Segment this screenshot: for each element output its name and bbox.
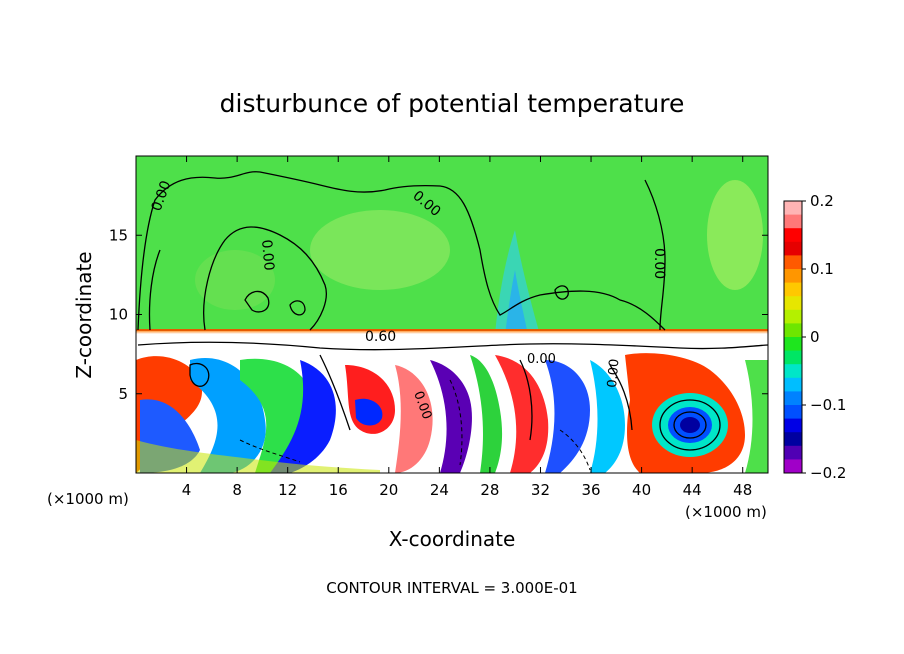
x-axis-label: X-coordinate	[389, 527, 516, 551]
x-unit-label-right: (×1000 m)	[685, 503, 767, 521]
contour-lines	[137, 171, 768, 451]
y-axis-ticks: 5 10 15	[109, 226, 768, 403]
y-tick-label: 5	[118, 385, 128, 403]
eddy	[395, 365, 433, 473]
colorbar-swatch	[784, 323, 802, 338]
colorbar-swatch	[784, 214, 802, 229]
field-patch	[495, 230, 540, 335]
field-patch	[310, 210, 450, 290]
x-tick-label: 12	[278, 481, 297, 499]
colorbar	[784, 201, 802, 474]
colorbar-swatch	[784, 309, 802, 324]
x-tick-label: 36	[581, 481, 600, 499]
eddy	[240, 358, 311, 473]
eddy	[355, 398, 383, 426]
x-unit-label: (×1000 m)	[47, 490, 129, 508]
colorbar-swatch	[784, 432, 802, 447]
x-axis-ticks: 4 8 12 16 20 24 28 32 36 40 44 48	[182, 156, 752, 499]
colorbar-tick-label: 0.1	[810, 260, 834, 278]
colorbar-swatch	[784, 337, 802, 352]
colorbar-swatch	[784, 241, 802, 256]
x-tick-label: 40	[632, 481, 651, 499]
contour-lines-dashed	[239, 379, 591, 471]
colorbar-tick-label: 0	[810, 328, 820, 346]
colorbar-swatch	[784, 377, 802, 392]
y-tick-label: 10	[109, 306, 128, 324]
colorbar-tick-label: −0.1	[810, 396, 846, 414]
contour-label: 0.60	[365, 329, 396, 345]
eddy	[745, 360, 768, 473]
x-tick-label: 20	[379, 481, 398, 499]
colorbar-swatch	[784, 445, 802, 460]
x-tick-label: 28	[480, 481, 499, 499]
eddy	[680, 417, 700, 433]
field-patch	[195, 250, 275, 310]
y-tick-label: 15	[109, 226, 128, 244]
contour-label: 0.00	[605, 358, 622, 388]
colorbar-tick-label: 0.2	[810, 192, 834, 210]
eddy	[190, 358, 266, 473]
colorbar-swatch	[784, 405, 802, 420]
eddy	[545, 360, 590, 473]
contour-label: 0.00	[527, 352, 556, 367]
plot-area: 0.00 0.00 0.00 0.00 0.60 0.00 0.00 0.00	[136, 156, 768, 473]
contour-interval-note: CONTOUR INTERVAL = 3.000E-01	[326, 579, 577, 597]
colorbar-swatch	[784, 269, 802, 284]
colorbar-swatch	[784, 255, 802, 270]
eddy	[495, 355, 549, 473]
colorbar-swatch	[784, 364, 802, 379]
field-patch	[707, 180, 763, 290]
x-tick-label: 48	[733, 481, 752, 499]
x-tick-label: 24	[430, 481, 449, 499]
x-tick-label: 16	[329, 481, 348, 499]
colorbar-tick-label: −0.2	[810, 464, 846, 482]
eddy	[270, 360, 336, 473]
field-patch	[505, 270, 528, 335]
colorbar-swatch	[784, 418, 802, 433]
x-tick-label: 44	[683, 481, 702, 499]
colorbar-swatch	[784, 350, 802, 365]
colorbar-swatch	[784, 391, 802, 406]
colorbar-swatch	[784, 282, 802, 297]
contour-label: 0.00	[258, 239, 277, 271]
colorbar-swatch	[784, 228, 802, 243]
x-tick-label: 4	[182, 481, 192, 499]
colorbar-swatch	[784, 296, 802, 311]
chart-title: disturbunce of potential temperature	[220, 89, 685, 118]
eddy	[470, 355, 503, 473]
colorbar-swatch	[784, 201, 802, 216]
x-tick-label: 32	[531, 481, 550, 499]
eddy	[136, 440, 380, 473]
colorbar-ticks: 0.2 0.1 0 −0.1 −0.2	[802, 192, 846, 482]
x-tick-label: 8	[232, 481, 242, 499]
y-axis-label: Z-coordinate	[72, 251, 96, 378]
contour-label: 0.00	[651, 248, 667, 279]
colorbar-swatch	[784, 459, 802, 474]
eddy	[590, 360, 625, 473]
